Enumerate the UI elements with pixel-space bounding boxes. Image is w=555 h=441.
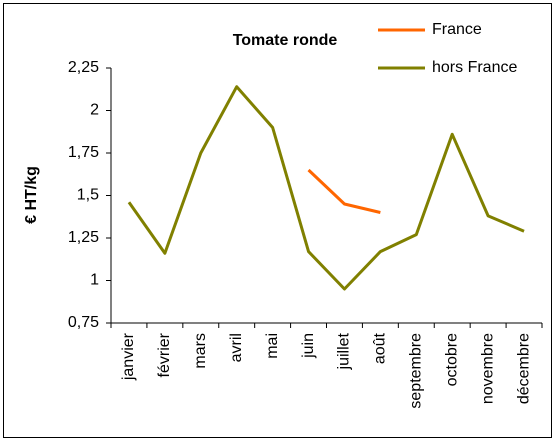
x-tick-label: octobre: [443, 333, 460, 386]
legend-label: France: [432, 21, 482, 38]
x-tick-label: mai: [264, 333, 281, 359]
y-tick-label: 1,5: [77, 187, 99, 204]
series-line: [127, 85, 525, 291]
x-tick-label: juin: [300, 333, 317, 359]
x-tick-label: novembre: [479, 333, 496, 404]
chart-title: Tomate ronde: [233, 32, 338, 49]
y-tick-label: 2,25: [68, 59, 99, 76]
y-tick-label: 1,75: [68, 144, 99, 161]
x-tick-label: avril: [228, 333, 245, 362]
y-tick-label: 0,75: [68, 314, 99, 331]
y-axis-label: € HT/kg: [23, 166, 40, 224]
y-tick-label: 1,25: [68, 229, 99, 246]
x-tick-label: août: [372, 332, 389, 364]
x-tick-label: juillet: [336, 332, 353, 370]
chart-border: [3, 3, 552, 438]
x-tick-label: janvier: [120, 332, 137, 381]
x-tick-label: septembre: [408, 333, 425, 409]
x-tick-label: décembre: [515, 333, 532, 404]
y-tick-label: 2: [90, 102, 99, 119]
legend-label: hors France: [432, 59, 517, 76]
y-tick-label: 1: [90, 272, 99, 289]
x-tick-label: février: [156, 332, 173, 377]
series-line: [307, 168, 381, 214]
x-tick-label: mars: [192, 333, 209, 369]
